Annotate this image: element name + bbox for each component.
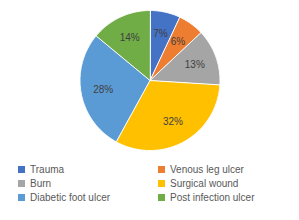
html-text:Diabetic foot ulcer: Diabetic foot ulcer xyxy=(30,192,110,203)
html-text:Burn: Burn xyxy=(30,178,52,189)
svg-text:13%: 13% xyxy=(185,59,205,70)
html-text:Trauma: Trauma xyxy=(30,164,65,175)
svg-text:28%: 28% xyxy=(93,84,113,95)
html-text:Venous leg ulcer: Venous leg ulcer xyxy=(170,164,244,175)
svg-text:32%: 32% xyxy=(163,116,183,127)
svg-text:7%: 7% xyxy=(153,28,168,39)
html-text:Post infection ulcer: Post infection ulcer xyxy=(170,192,255,203)
svg-text:14%: 14% xyxy=(120,32,140,43)
html-text:Surgical wound: Surgical wound xyxy=(170,178,239,189)
svg-text:6%: 6% xyxy=(171,36,186,47)
